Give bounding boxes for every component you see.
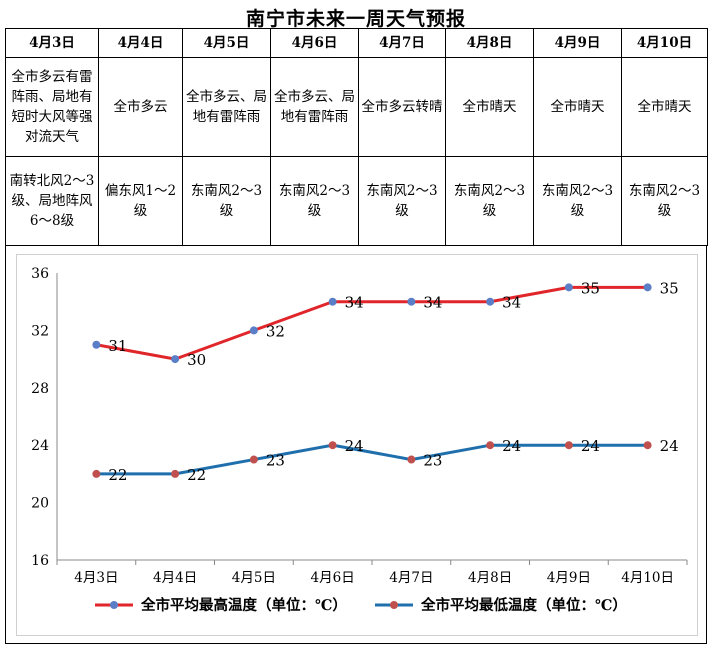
weather-row: 全市多云有雷阵雨、局地有短时大风等强对流天气 全市多云 全市多云、局地有雷阵雨 … xyxy=(5,57,708,157)
data-point xyxy=(564,441,573,450)
data-label: 23 xyxy=(266,452,285,470)
data-point xyxy=(643,441,652,450)
data-label: 24 xyxy=(502,437,521,455)
temperature-line-chart: 16 20 24 28 32 36 4月3日 4月4日 4月5日 4月6日 4月7日 4月8日 4月9日… xyxy=(31,266,688,614)
x-tick-label: 4月7日 xyxy=(389,570,433,586)
wind-cell: 东南风2～3级 xyxy=(182,156,271,246)
x-tick-label: 4月4日 xyxy=(153,570,197,586)
weather-cell: 全市多云有雷阵雨、局地有短时大风等强对流天气 xyxy=(5,57,99,157)
data-label: 34 xyxy=(502,294,521,312)
x-tick-label: 4月3日 xyxy=(74,570,118,586)
y-tick-label: 36 xyxy=(31,266,49,282)
weather-cell: 全市晴天 xyxy=(621,57,708,157)
wind-cell: 偏东风1～2级 xyxy=(98,156,183,246)
data-point xyxy=(643,283,652,292)
date-cell: 4月3日 xyxy=(5,28,99,58)
wind-cell: 东南风2～3级 xyxy=(445,156,534,246)
chart-container: 16 20 24 28 32 36 4月3日 4月4日 4月5日 4月6日 4月7日 4月8日 4月9日… xyxy=(5,246,707,644)
data-label: 24 xyxy=(345,437,364,455)
date-cell: 4月9日 xyxy=(533,28,622,58)
weather-cell: 全市晴天 xyxy=(533,57,622,157)
date-cell: 4月6日 xyxy=(270,28,359,58)
data-label: 24 xyxy=(660,437,679,455)
data-point xyxy=(328,441,337,450)
data-label: 31 xyxy=(108,337,127,355)
data-point xyxy=(171,355,180,364)
data-point xyxy=(486,441,495,450)
date-row: 4月3日 4月4日 4月5日 4月6日 4月7日 4月8日 4月9日 4月10日 xyxy=(5,28,708,58)
legend-label: 全市平均最低温度（单位：℃） xyxy=(420,596,627,614)
data-point xyxy=(249,326,258,335)
chart-area: 16 20 24 28 32 36 4月3日 4月4日 4月5日 4月6日 4月7日 4月8日 4月9日… xyxy=(16,254,698,636)
data-point xyxy=(564,283,573,292)
weather-cell: 全市晴天 xyxy=(445,57,534,157)
data-label: 24 xyxy=(581,437,600,455)
y-tick-label: 28 xyxy=(31,381,49,397)
data-point xyxy=(486,297,495,306)
y-tick-label: 24 xyxy=(31,438,49,454)
wind-row: 南转北风2～3级、局地阵风6～8级 偏东风1～2级 东南风2～3级 东南风2～3… xyxy=(5,156,708,246)
data-label: 23 xyxy=(423,452,442,470)
data-point xyxy=(92,340,101,349)
x-tick-label: 4月5日 xyxy=(232,570,276,586)
x-tick-label: 4月8日 xyxy=(468,570,512,586)
page-title: 南宁市未来一周天气预报 xyxy=(245,8,466,30)
data-label: 34 xyxy=(423,294,442,312)
legend-label: 全市平均最高温度（单位：℃） xyxy=(140,596,347,614)
data-point xyxy=(249,455,258,464)
data-point xyxy=(92,469,101,478)
data-label: 32 xyxy=(266,322,285,340)
date-cell: 4月10日 xyxy=(621,28,708,58)
data-label: 34 xyxy=(345,294,364,312)
legend-marker xyxy=(390,601,398,609)
y-tick-label: 32 xyxy=(31,323,49,339)
weather-cell: 全市多云、局地有雷阵雨 xyxy=(182,57,271,157)
date-cell: 4月5日 xyxy=(182,28,271,58)
weather-cell: 全市多云 xyxy=(98,57,183,157)
x-tick-label: 4月9日 xyxy=(547,570,591,586)
wind-cell: 东南风2～3级 xyxy=(621,156,708,246)
data-point xyxy=(171,469,180,478)
date-cell: 4月8日 xyxy=(445,28,534,58)
series-line xyxy=(96,443,648,476)
y-tick-label: 20 xyxy=(31,496,49,512)
wind-cell: 南转北风2～3级、局地阵风6～8级 xyxy=(5,156,99,246)
data-label: 35 xyxy=(581,279,600,297)
data-label: 30 xyxy=(187,351,206,369)
date-cell: 4月4日 xyxy=(98,28,183,58)
wind-cell: 东南风2～3级 xyxy=(358,156,446,246)
wind-cell: 东南风2～3级 xyxy=(533,156,622,246)
x-tick-label: 4月6日 xyxy=(311,570,355,586)
x-tick-label: 4月10日 xyxy=(621,570,674,586)
weather-cell: 全市多云、局地有雷阵雨 xyxy=(270,57,359,157)
data-label: 22 xyxy=(108,466,127,484)
legend-marker xyxy=(110,601,118,609)
series-line xyxy=(96,285,648,361)
weather-cell: 全市多云转晴 xyxy=(358,57,446,157)
data-point xyxy=(407,455,416,464)
data-label: 35 xyxy=(660,279,679,297)
forecast-table: 4月3日 4月4日 4月5日 4月6日 4月7日 4月8日 4月9日 4月10日… xyxy=(5,28,708,246)
wind-cell: 东南风2～3级 xyxy=(270,156,359,246)
data-label: 22 xyxy=(187,466,206,484)
data-point xyxy=(407,297,416,306)
data-point xyxy=(328,297,337,306)
date-cell: 4月7日 xyxy=(358,28,446,58)
y-tick-label: 16 xyxy=(31,553,49,569)
